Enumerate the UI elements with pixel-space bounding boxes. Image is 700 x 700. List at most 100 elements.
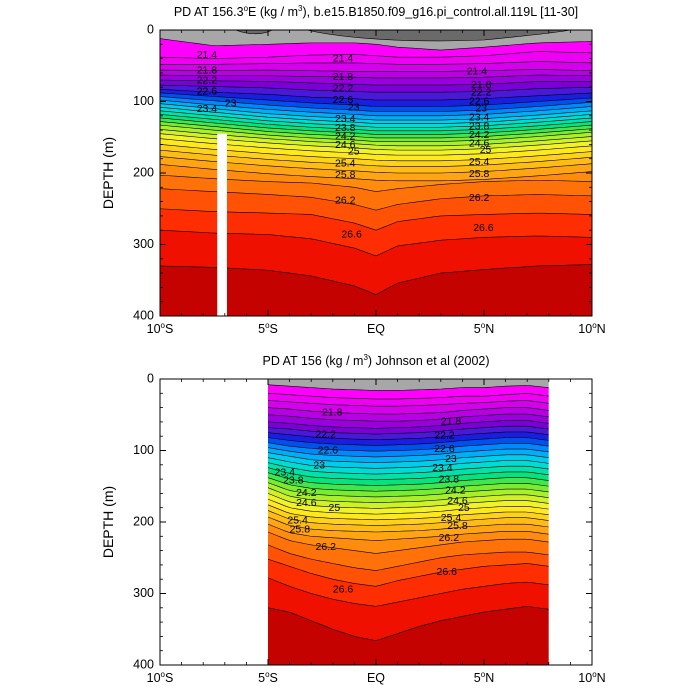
y-axis-label: DEPTH (m) [100, 137, 116, 209]
contour-label: 24.6 [335, 139, 356, 151]
contour-band [268, 487, 549, 509]
no-data-mask [160, 379, 268, 665]
contour-line [267, 482, 549, 498]
y-tick-label: 0 [147, 371, 154, 385]
x-tick-label: 5oN [474, 670, 494, 685]
contour-plot [160, 379, 592, 665]
contour-line [267, 457, 549, 469]
x-tick-label: 5oS [258, 321, 278, 336]
contour-band [160, 175, 592, 211]
x-tick-label: 10oN [578, 670, 605, 685]
contour-label: 22.2 [434, 429, 455, 441]
contour-band [268, 467, 549, 486]
contour-line [267, 477, 549, 492]
contour-label: 22.6 [469, 95, 490, 107]
contour-label: 23.8 [335, 122, 356, 134]
contour-line [267, 523, 549, 541]
contour-label: 26.6 [341, 228, 362, 240]
contour-label: 23.8 [283, 474, 304, 486]
contour-label: 25.8 [290, 524, 311, 536]
contour-band [268, 447, 549, 463]
contour-line [160, 264, 592, 295]
contour-line [267, 487, 549, 503]
contour-band [160, 38, 592, 59]
contour-band [160, 129, 592, 151]
contour-label: 22.6 [318, 444, 339, 456]
contour-line [267, 393, 549, 400]
contour-label: 22.6 [434, 443, 455, 455]
contour-band [268, 472, 549, 492]
contour-label: 23 [445, 453, 457, 465]
contour-label: 26.2 [439, 532, 460, 544]
contour-line [160, 114, 592, 132]
contour-line [160, 51, 592, 59]
contour-line [160, 69, 592, 72]
y-tick-label: 400 [133, 308, 154, 322]
y-tick-label: 300 [133, 586, 154, 600]
contour-band [268, 384, 549, 400]
contour-line [160, 188, 592, 211]
contour-band [268, 420, 549, 435]
contour-line [160, 164, 592, 182]
contour-line [160, 208, 592, 231]
contour-band [268, 426, 549, 440]
contour-band [160, 125, 592, 146]
contour-band [268, 532, 549, 571]
contour-line [267, 413, 549, 422]
contour-label: 26.2 [469, 192, 490, 204]
contour-line [160, 117, 592, 135]
contour-band [268, 482, 549, 503]
y-tick-label: 300 [133, 237, 154, 251]
contour-line [160, 149, 592, 167]
contour-line [160, 96, 592, 112]
contour-line [160, 99, 592, 117]
contour-label: 22.6 [197, 85, 218, 97]
contour-line [267, 504, 549, 521]
contour-label: 22.2 [316, 429, 337, 441]
x-tick-label: 10oS [147, 670, 174, 685]
contour-band [268, 559, 549, 607]
panel-title: PD AT 156 (kg / m3) Johnson et al (2002) [262, 353, 489, 368]
contour-band [268, 442, 549, 457]
contour-band [268, 457, 549, 475]
panel-title: PD AT 156.3oE (kg / m3), b.e15.B1850.f09… [174, 4, 578, 19]
no-data-mask [548, 379, 592, 665]
contour-line [267, 498, 549, 515]
contour-label: 25.8 [447, 520, 468, 532]
contour-line [267, 442, 549, 452]
contour-band-deep [160, 264, 592, 316]
contour-label: 22.2 [197, 75, 218, 87]
contour-label: 23 [475, 102, 487, 114]
contour-band [160, 188, 592, 231]
contour-band [268, 400, 549, 415]
contour-label: 23.4 [432, 462, 453, 474]
contour-band [268, 407, 549, 422]
contour-line [160, 38, 592, 51]
contour-band [160, 208, 592, 256]
contour-line [160, 124, 592, 142]
x-tick-label: 10oN [578, 321, 605, 336]
contour-band [268, 437, 549, 452]
contour-label: 21.8 [322, 406, 343, 418]
contour-label: 22.2 [333, 82, 354, 94]
y-tick-label: 100 [133, 443, 154, 457]
contour-line [267, 531, 549, 554]
contour-line [160, 156, 592, 174]
contour-line [160, 84, 592, 93]
contour-band [268, 493, 549, 515]
contour-band [160, 92, 592, 112]
contour-label: 23.4 [469, 112, 490, 124]
contour-line [160, 79, 592, 86]
contour-band [268, 452, 549, 469]
contour-line [160, 129, 592, 147]
x-tick-label: 5oN [474, 321, 494, 336]
contour-label: 23 [348, 102, 360, 114]
contour-label: 21.4 [333, 52, 354, 64]
contour-label: 25.4 [441, 512, 462, 524]
contour-label: 24.2 [335, 130, 356, 142]
contour-label: 25.8 [469, 168, 490, 180]
contour-line [267, 606, 549, 641]
contour-band [268, 431, 549, 446]
contour-band [160, 69, 592, 78]
